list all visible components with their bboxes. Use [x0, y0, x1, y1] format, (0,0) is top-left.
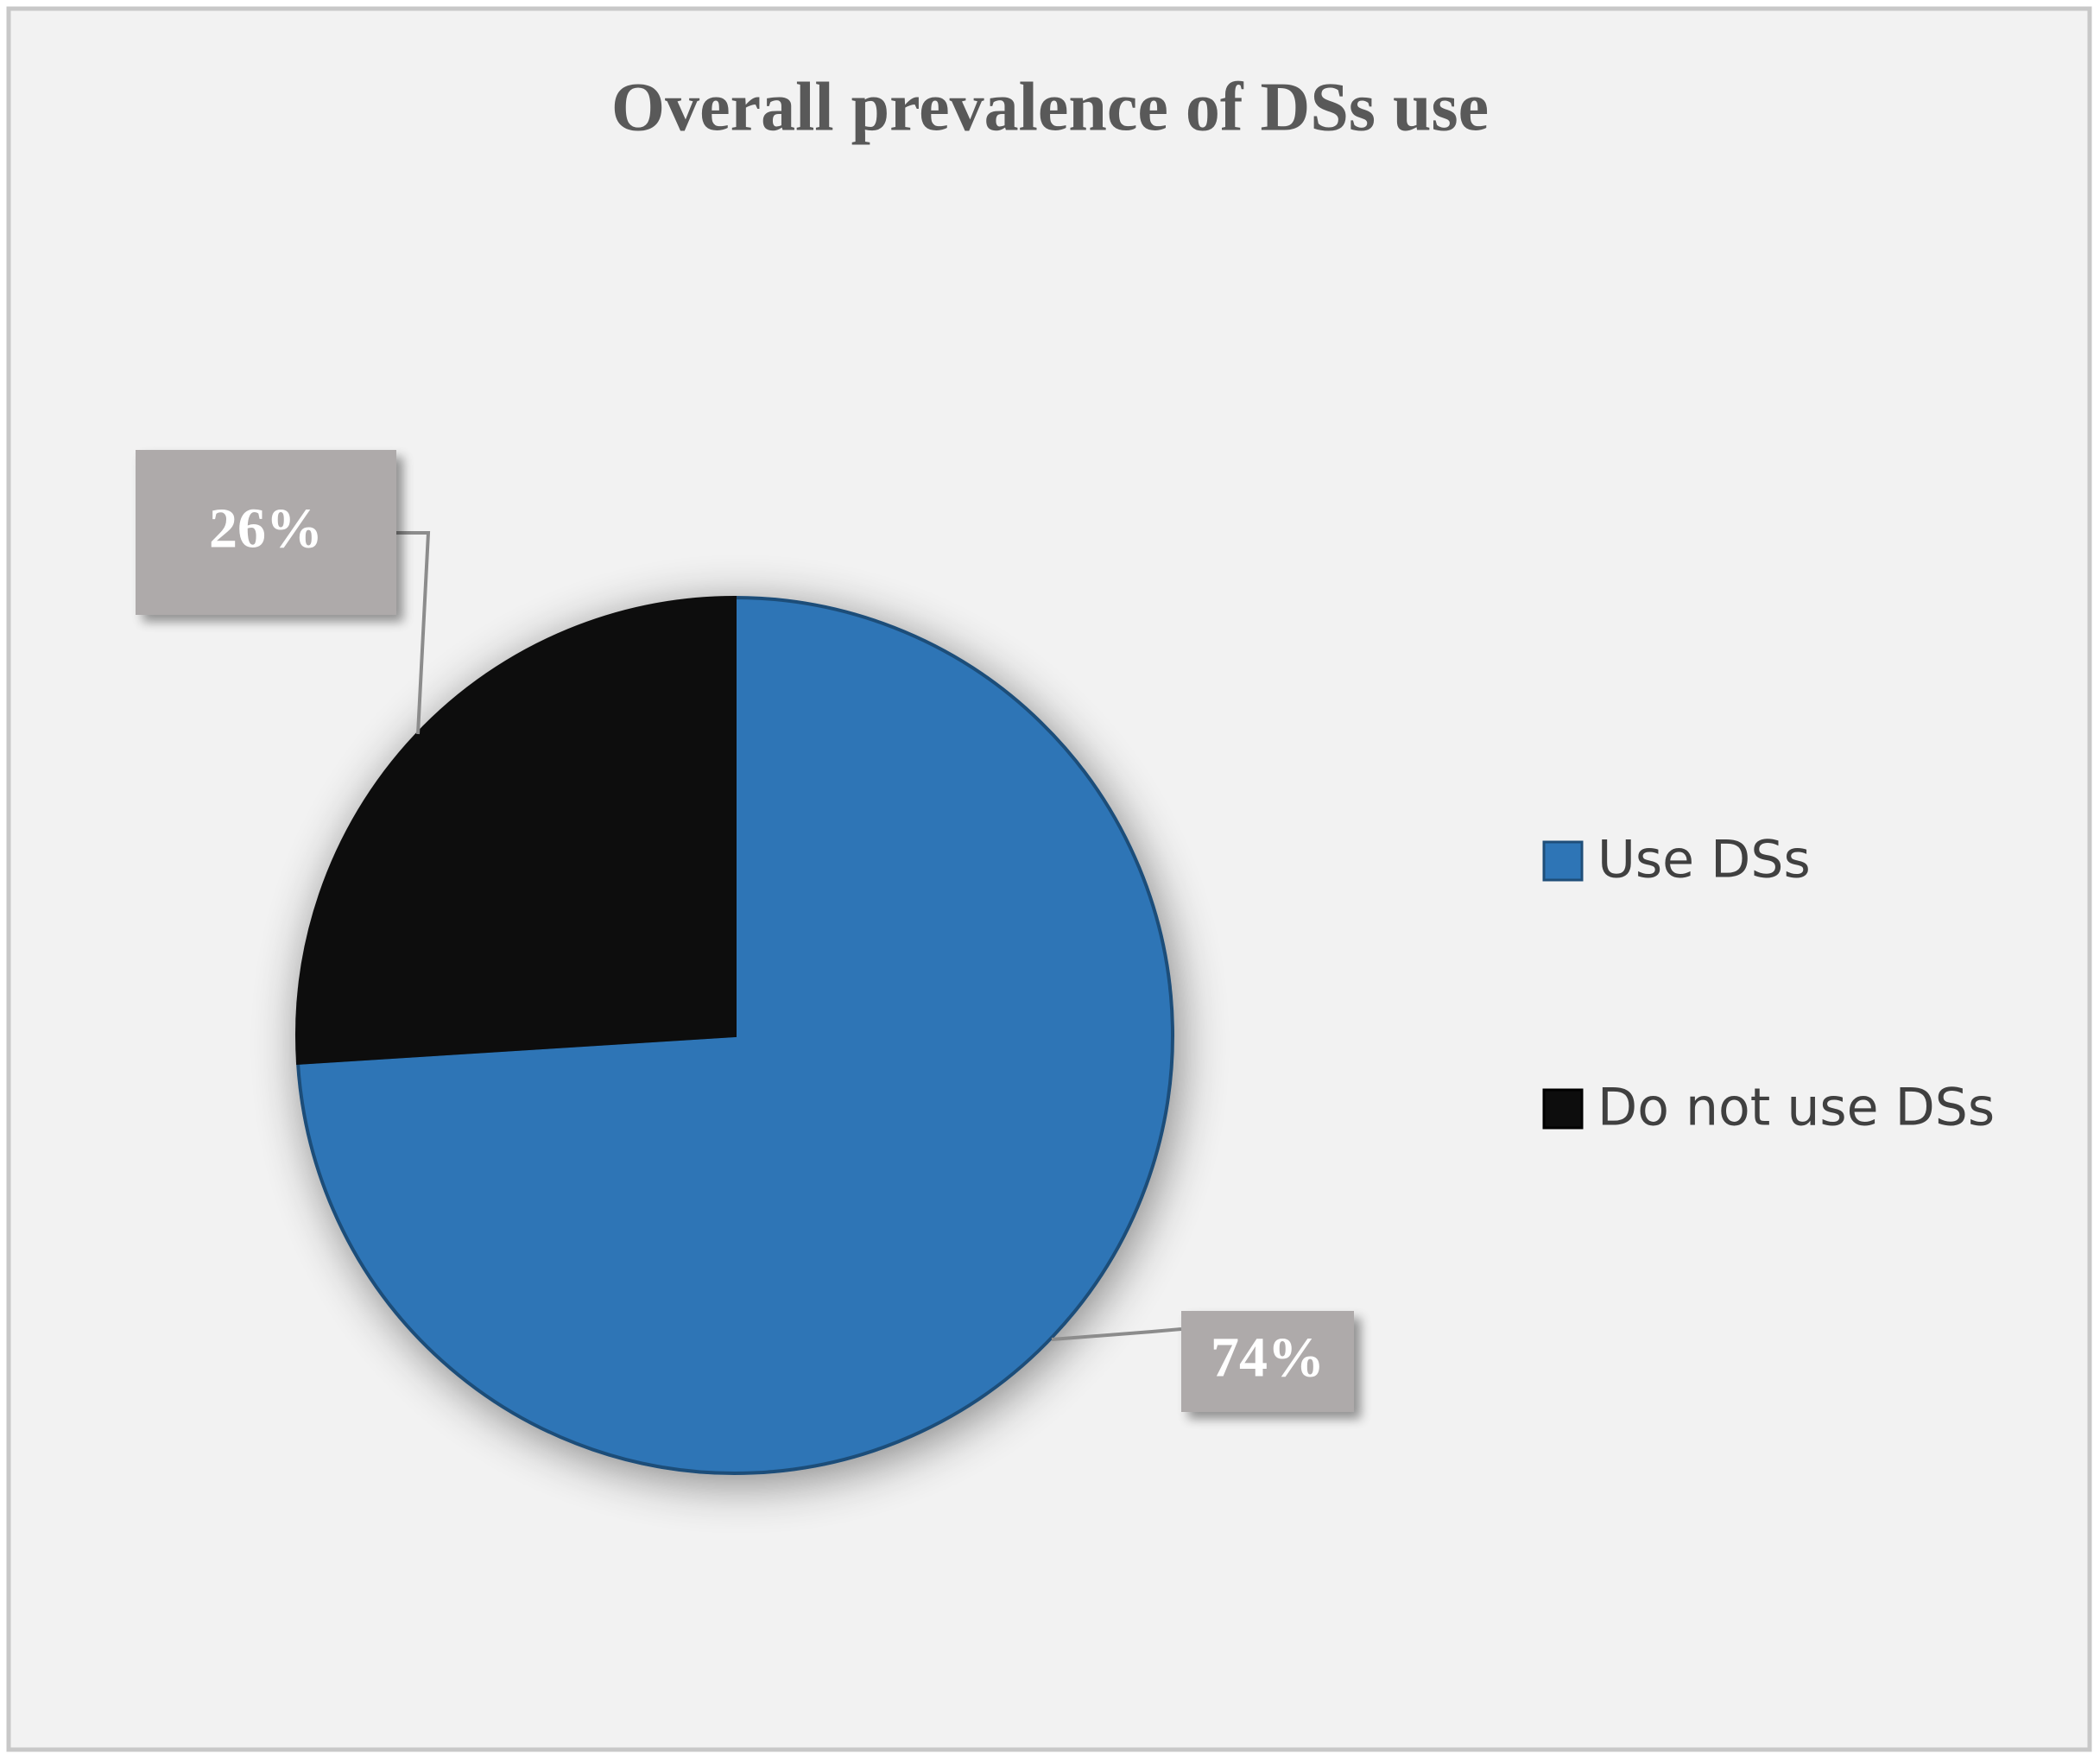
legend-swatch [1542, 1088, 1584, 1130]
pie-slice [295, 595, 737, 1065]
data-label: 74% [1211, 1326, 1325, 1390]
label-box [1181, 1311, 1354, 1412]
pie [295, 595, 1174, 1475]
label-box [136, 450, 396, 615]
legend-label: Use DSs [1597, 830, 1811, 890]
chart-title: Overall prevalence of DSs use [611, 69, 1489, 145]
leader-line [1051, 1327, 1182, 1341]
data-label: 26% [209, 497, 323, 560]
leader-line [396, 531, 431, 735]
legend-label: Do not use DSs [1597, 1078, 1995, 1138]
legend-swatch [1542, 840, 1584, 882]
